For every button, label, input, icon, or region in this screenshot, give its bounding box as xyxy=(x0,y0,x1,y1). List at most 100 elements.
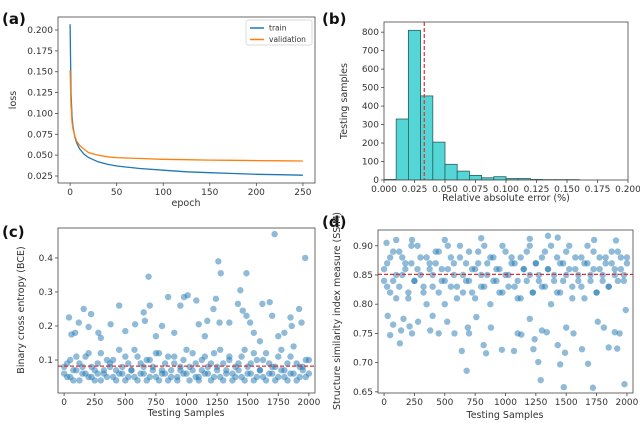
scatter-point xyxy=(511,283,518,290)
scatter-point xyxy=(429,312,436,320)
scatter-point xyxy=(444,242,452,249)
scatter-point xyxy=(122,353,129,360)
scatter-point xyxy=(514,277,521,285)
scatter-point xyxy=(125,373,132,381)
x-tick-label: 250 xyxy=(406,398,423,408)
scatter-point xyxy=(402,265,409,273)
scatter-point xyxy=(284,377,291,384)
y-tick-label: 0.200 xyxy=(27,26,53,36)
scatter-point xyxy=(487,300,494,308)
scatter-point xyxy=(293,360,300,367)
y-tick-label: 0.125 xyxy=(27,89,53,99)
plot-area xyxy=(69,24,303,176)
scatter-point xyxy=(518,331,525,338)
scatter-point xyxy=(193,297,200,304)
scatter-point xyxy=(584,360,592,367)
hist-bar xyxy=(468,174,482,180)
scatter-point xyxy=(584,242,591,249)
scatter-point xyxy=(271,230,278,238)
scatter-point xyxy=(259,300,266,308)
scatter-point xyxy=(444,265,452,273)
scatter-point xyxy=(262,349,270,357)
x-tick-label: 2000 xyxy=(297,398,320,408)
scatter-point xyxy=(88,363,95,371)
scatter-point xyxy=(559,277,567,285)
scatter-point xyxy=(581,260,588,267)
scatter-point xyxy=(474,260,482,267)
scatter-point xyxy=(537,376,544,384)
scatter-point xyxy=(232,373,239,381)
y-tick-label: 200 xyxy=(362,139,379,149)
scatter-point xyxy=(250,349,258,357)
scatter-point xyxy=(563,248,570,255)
scatter-point xyxy=(543,329,550,336)
scatter-point xyxy=(611,329,618,336)
scatter-point xyxy=(137,360,144,367)
y-tick-label: 0.3 xyxy=(39,288,53,298)
y-tick-label: 0.90 xyxy=(353,242,373,252)
scatter-point xyxy=(435,330,442,337)
y-tick-label: 800 xyxy=(362,28,379,38)
scatter-point xyxy=(204,370,212,377)
scatter-point xyxy=(465,330,473,337)
scatter-point xyxy=(480,341,487,349)
scatter-point xyxy=(526,235,533,242)
scatter-point xyxy=(530,345,537,353)
x-tick-label: 1500 xyxy=(555,398,578,408)
scatter-point xyxy=(599,277,606,285)
scatter-point xyxy=(623,260,631,267)
scatter-point xyxy=(223,367,230,374)
scatter-point xyxy=(426,265,433,273)
scatter-point xyxy=(112,377,120,384)
scatter-point xyxy=(450,260,458,267)
scatter-point xyxy=(305,370,313,377)
scatter-point xyxy=(247,370,254,377)
scatter-point xyxy=(550,277,558,285)
scatter-point xyxy=(594,318,601,325)
scatter-point xyxy=(131,321,139,328)
scatter-point xyxy=(535,358,542,366)
scatter-point xyxy=(75,319,83,326)
scatter-point xyxy=(195,321,202,328)
scatter-point xyxy=(616,330,623,337)
y-tick-label: 700 xyxy=(362,47,379,57)
scatter-point xyxy=(383,239,390,247)
scatter-point xyxy=(128,367,135,374)
scatter-point xyxy=(614,277,622,285)
hist-bar xyxy=(493,176,507,180)
scatter-point xyxy=(397,327,405,334)
scatter-point xyxy=(473,313,480,321)
scatter-point xyxy=(94,360,101,367)
scatter-point xyxy=(70,377,77,384)
scatter-point xyxy=(405,295,412,302)
scatter-point xyxy=(538,254,546,261)
scatter-point xyxy=(192,360,199,367)
scatter-point xyxy=(589,384,597,391)
scatter-point xyxy=(578,283,585,290)
scatter-point xyxy=(164,293,172,301)
scatter-point xyxy=(566,242,573,249)
scatter-point xyxy=(220,360,227,367)
scatter-point xyxy=(458,347,465,355)
legend-label: validation xyxy=(269,35,306,44)
scatter-point xyxy=(544,265,552,273)
scatter-point xyxy=(299,363,306,371)
scatter-point xyxy=(569,283,576,290)
scatter-point xyxy=(85,373,92,381)
scatter-point xyxy=(146,373,153,381)
scatter-point xyxy=(298,319,305,326)
scatter-point xyxy=(386,331,394,339)
scatter-point xyxy=(290,343,297,350)
scatter-point xyxy=(183,346,190,353)
scatter-point xyxy=(241,377,248,384)
x-axis-label: epoch xyxy=(172,198,201,209)
scatter-point xyxy=(575,277,582,285)
scatter-point xyxy=(243,312,250,319)
scatter-point xyxy=(408,260,415,267)
scatter-point xyxy=(216,319,223,326)
x-tick-label: 500 xyxy=(117,398,134,408)
scatter-point xyxy=(484,260,491,267)
scatter-point xyxy=(287,353,294,360)
scatter-point xyxy=(426,260,433,267)
